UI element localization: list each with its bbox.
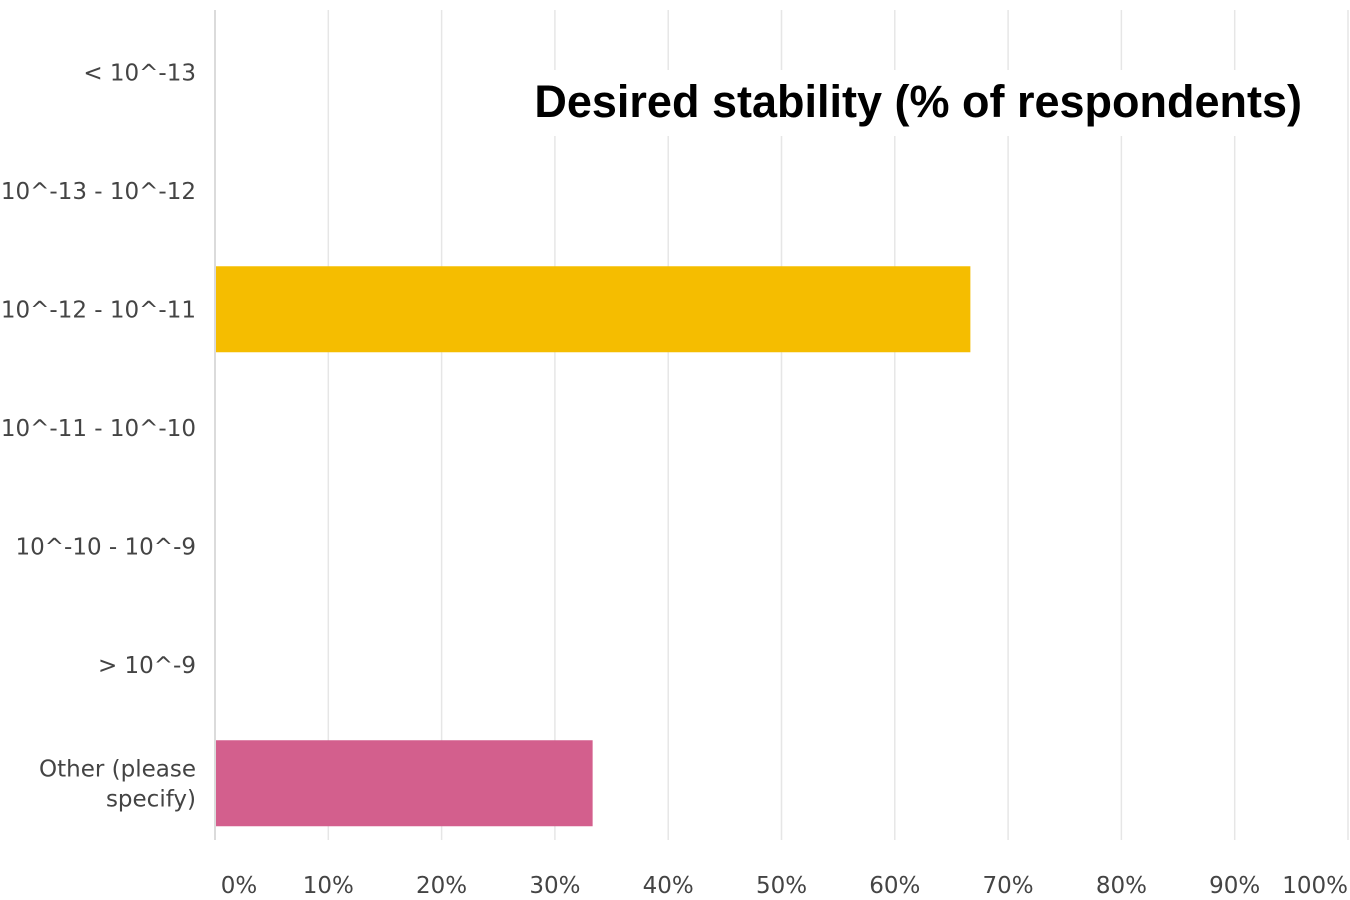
category-label: 10^-13 - 10^-12 xyxy=(1,179,196,205)
category-label: 10^-11 - 10^-10 xyxy=(1,416,196,442)
x-tick-label: 100% xyxy=(1282,873,1348,895)
x-tick-label: 30% xyxy=(529,873,580,895)
x-tick-label: 60% xyxy=(869,873,920,895)
x-tick-label: 0% xyxy=(221,873,258,895)
category-label: 10^-12 - 10^-11 xyxy=(1,297,196,323)
bar-layer xyxy=(216,266,970,826)
category-label: > 10^-9 xyxy=(98,653,196,679)
category-label: < 10^-13 xyxy=(83,60,196,86)
bar xyxy=(216,266,970,352)
x-tick-label: 70% xyxy=(983,873,1034,895)
x-tick-label: 10% xyxy=(303,873,354,895)
x-tick-label: 90% xyxy=(1209,873,1260,895)
x-tick-label: 80% xyxy=(1096,873,1147,895)
chart-title: Desired stability (% of respondents) xyxy=(526,70,1308,136)
x-tick-label: 20% xyxy=(416,873,467,895)
category-label: 10^-10 - 10^-9 xyxy=(16,534,197,560)
axis-layer: 0% 10% 20% 30% 40% 50% 60% 70% 80% 90% 100% < 10^-1… xyxy=(1,10,1348,895)
x-tick-label: 40% xyxy=(643,873,694,895)
x-tick-label: 50% xyxy=(756,873,807,895)
category-label: Other (please specify) xyxy=(39,756,196,812)
bar xyxy=(216,740,593,826)
